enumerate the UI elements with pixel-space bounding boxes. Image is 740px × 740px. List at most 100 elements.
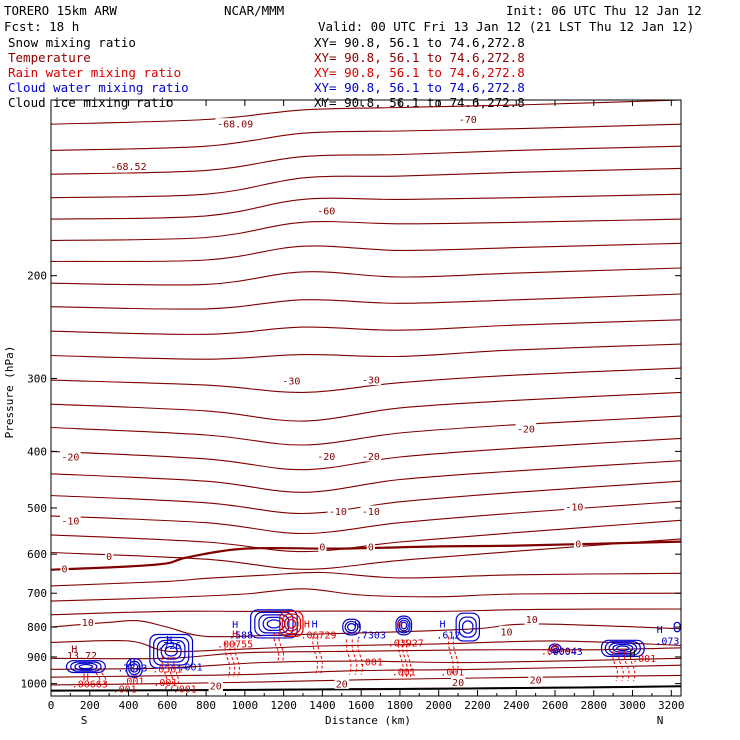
isotherm-label-bg-25 xyxy=(208,680,223,692)
isotherm-14 xyxy=(51,437,681,471)
isotherm-label-bg-10 xyxy=(564,500,585,512)
extremum-label-13: H xyxy=(440,619,446,630)
y-tick-label-6: 800 xyxy=(27,621,47,634)
isotherm-label-24: 20 xyxy=(530,675,542,686)
y-tick-label-4: 600 xyxy=(27,548,47,561)
extremum-label-30: .001 xyxy=(120,677,144,688)
field-label-rain: Rain water mixing ratio xyxy=(8,65,181,80)
extremum-label-2: H xyxy=(232,620,238,631)
x-tick-label-7: 1400 xyxy=(309,699,336,712)
cloud-water-contour-4-2 xyxy=(462,620,474,634)
cloud-water-contour-1-2 xyxy=(284,616,299,632)
isotherm-label-bg-6 xyxy=(515,422,537,434)
isotherm-label-13: -10 xyxy=(61,516,79,527)
extremum-label-25: .7343 xyxy=(117,664,147,675)
isotherm-label-bg-23 xyxy=(450,676,466,688)
rain-contour-3-2 xyxy=(357,639,364,675)
field-xy-snow: XY= 90.8, 56.1 to 74.6,272.8 xyxy=(314,35,525,50)
extremum-label-4: H xyxy=(232,629,238,640)
x-tick-label-12: 2400 xyxy=(503,699,530,712)
isotherm-label-11: -10 xyxy=(329,507,347,518)
extremum-label-28: H xyxy=(83,673,89,684)
y-tick-label-8: 1000 xyxy=(21,678,48,691)
isotherm-25 xyxy=(51,639,681,653)
rain-contour-3-0 xyxy=(345,639,352,675)
extremum-label-18: .00094 xyxy=(541,647,577,658)
isotherm-0 xyxy=(51,100,681,125)
isotherm-label-23: 20 xyxy=(452,678,464,689)
extremum-label-15: H xyxy=(657,625,663,636)
isotherm-label-6: -20 xyxy=(517,424,535,435)
extremum-label-22: H xyxy=(166,635,172,646)
rain-contour-6-3 xyxy=(629,651,636,682)
cloud-water-contour-1-1 xyxy=(281,613,302,635)
x-tick-label-16: 3200 xyxy=(658,699,685,712)
extremum-label-12: .03927 xyxy=(388,639,424,650)
extremum-label-6: H xyxy=(312,620,318,631)
isotherm-15 xyxy=(51,460,681,493)
rain-contour-1-1 xyxy=(278,633,285,663)
rain-contour-0-0 xyxy=(224,642,231,678)
isotherm-label-15: 0 xyxy=(368,542,374,553)
cloud-water-contour-1-3 xyxy=(286,618,297,629)
cloud-water-contour-5-4 xyxy=(616,645,630,652)
rain-contour-6-1 xyxy=(618,651,624,682)
cloud-water-contour-6-1 xyxy=(153,636,190,666)
isotherm-23 xyxy=(51,608,681,616)
isotherm-label-18: 0 xyxy=(62,564,68,575)
cloud-water-contour-0-2 xyxy=(258,614,290,634)
plot-frame xyxy=(50,99,682,697)
cloud-water-contour-8-1 xyxy=(128,660,141,676)
cloud-water-contour-4-0 xyxy=(455,612,480,642)
x-tick-label-15: 3000 xyxy=(619,699,646,712)
y-tick-label-5: 700 xyxy=(27,587,47,600)
isotherm-label-bg-9 xyxy=(360,450,382,462)
isotherm-label-bg-12 xyxy=(360,505,382,517)
extremum-label-21: .001 xyxy=(632,654,656,665)
forecast-hour: Fcst: 18 h xyxy=(4,19,79,34)
cloud-water-contour-3-3 xyxy=(400,621,408,630)
x-tick-label-8: 1600 xyxy=(348,699,375,712)
isotherm-22 xyxy=(51,588,681,602)
rain-contour-2-0 xyxy=(312,636,318,674)
isotherm-label-25: 20 xyxy=(210,682,222,693)
cloud-water-contour-3-0 xyxy=(395,615,413,636)
field-xy-rain: XY= 90.8, 56.1 to 74.6,272.8 xyxy=(314,65,525,80)
isotherm-label-bg-7 xyxy=(60,451,81,463)
extremum-label-11: H xyxy=(397,620,403,631)
cloud-water-contour-5-1 xyxy=(604,641,641,656)
extremum-label-16: .073 xyxy=(655,637,679,648)
x-tick-label-0: 0 xyxy=(48,699,55,712)
x-axis-end-label: N xyxy=(657,714,664,727)
extremum-label-23: .726 xyxy=(157,641,181,652)
isotherm-label-bg-4 xyxy=(281,374,302,386)
isotherm-label-bg-16 xyxy=(574,538,583,550)
isotherm-26 xyxy=(51,647,681,660)
x-tick-label-2: 400 xyxy=(119,699,139,712)
isotherm-label-5: -30 xyxy=(362,376,380,387)
isotherm-label-bg-17 xyxy=(105,550,114,562)
isotherm-label-bg-24 xyxy=(528,673,543,685)
cloud-water-contour-0-4 xyxy=(266,619,282,629)
cloud-water-contour-4-1 xyxy=(458,616,477,638)
isotherm-18 xyxy=(51,519,681,553)
extremum-label-34: .001 xyxy=(359,657,383,668)
rain-contour-8-1 xyxy=(100,667,107,684)
isotherm-label-bg-11 xyxy=(327,505,349,517)
isotherm-5 xyxy=(51,218,681,241)
isotherm-label-20: 10 xyxy=(526,615,538,626)
isotherm-17 xyxy=(51,500,681,535)
rain-contour-7-2 xyxy=(173,656,179,691)
x-tick-label-14: 2800 xyxy=(581,699,608,712)
isotherm-12 xyxy=(51,391,681,422)
isotherm-label-19: 10 xyxy=(82,618,94,629)
isotherm-label-21: 10 xyxy=(501,627,513,638)
header: TORERO 15km ARW NCAR/MMM Init: 06 UTC Th… xyxy=(4,3,702,110)
isotherm-label-bg-2 xyxy=(108,160,149,172)
y-axis-label: Pressure (hPa) xyxy=(3,346,16,439)
extremum-label-7: H xyxy=(304,620,310,631)
isotherm-29 xyxy=(51,674,681,686)
extremum-label-27: .001 xyxy=(179,662,203,673)
extremum-label-26: .0501 xyxy=(152,665,182,676)
